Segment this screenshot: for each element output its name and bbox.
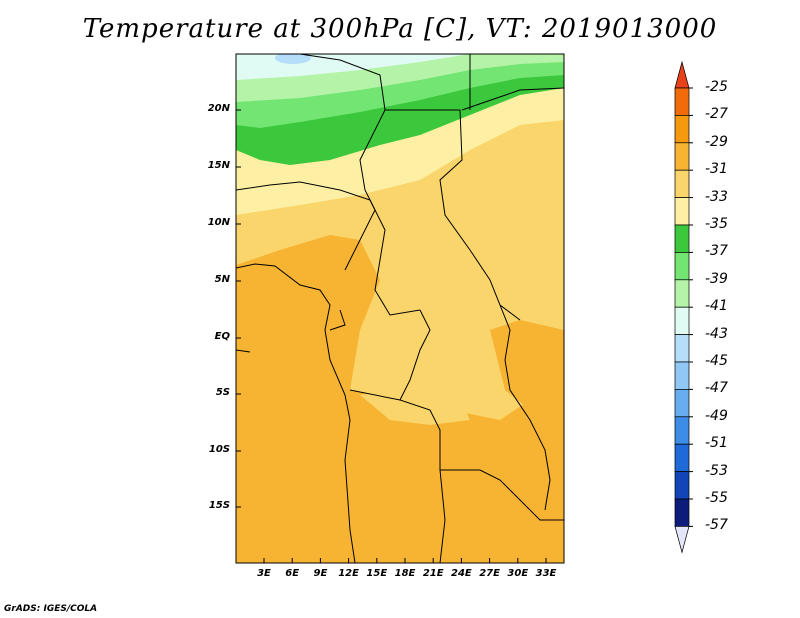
colorbar-label: -49 (705, 407, 728, 424)
colorbar-label: -53 (705, 462, 728, 479)
temperature-field (236, 54, 564, 563)
colorbar-segment (674, 389, 690, 418)
colorbar-segment (674, 498, 690, 527)
grads-credit: GrADS: IGES/COLA (4, 604, 98, 614)
lon-label: 27E (479, 568, 500, 579)
colorbar-label: -37 (705, 243, 728, 260)
colorbar-segment (674, 306, 690, 335)
colorbar-label: -57 (705, 517, 728, 534)
colorbar-segment (674, 252, 690, 281)
region-39 (236, 54, 564, 102)
lon-label: 12E (338, 568, 359, 579)
lat-label: 5S (215, 387, 230, 398)
lon-label: 3E (257, 568, 271, 579)
lat-label: 5N (214, 274, 230, 285)
region-43 (275, 54, 311, 64)
colorbar-label: -27 (705, 106, 728, 123)
lat-label: 15N (207, 160, 230, 171)
lon-label: 30E (507, 568, 529, 579)
colorbar-segment (674, 224, 690, 253)
lat-label: 10N (207, 217, 230, 228)
region-35 (236, 70, 564, 165)
lon-label: 9E (313, 568, 328, 579)
colorbar-segment (674, 443, 690, 472)
colorbar-segment (674, 142, 690, 171)
colorbar-bottom-arrow (674, 526, 690, 554)
region-29-west (236, 235, 564, 563)
region-33-north (236, 80, 564, 215)
colorbar-segment (674, 197, 690, 226)
colorbar-segment (674, 279, 690, 308)
lon-label: 15E (366, 568, 388, 579)
colorbar-segment (674, 361, 690, 390)
country-borders (236, 54, 564, 563)
lon-label: 33E (535, 568, 557, 579)
chart-title: Temperature at 300hPa [C], VT: 201901300… (82, 14, 718, 44)
lat-label: EQ (214, 331, 230, 342)
colorbar-segment (674, 115, 690, 144)
colorbar-label: -55 (705, 490, 728, 506)
lon-label: 6E (285, 568, 300, 579)
lat-label: 20N (207, 103, 230, 114)
colorbar-label: -51 (705, 435, 728, 452)
map-frame (235, 53, 565, 564)
colorbar-label: -35 (705, 216, 728, 232)
region-37 (236, 58, 564, 128)
colorbar-label: -39 (705, 270, 728, 287)
lon-label: 18E (394, 568, 416, 579)
colorbar-segment (674, 169, 690, 198)
colorbar-segment (674, 87, 690, 116)
lat-label: 15S (208, 500, 230, 511)
lat-label: 10S (208, 444, 230, 455)
colorbar-label: -41 (705, 298, 728, 315)
colorbar-label: -33 (705, 188, 728, 205)
colorbar-segment (674, 334, 690, 363)
colorbar-label: -47 (705, 380, 728, 397)
colorbar-label: -25 (705, 79, 728, 95)
lon-label: 24E (451, 568, 472, 579)
colorbar-segment (674, 416, 690, 445)
colorbar-top-arrow (674, 60, 690, 89)
lon-label: 21E (422, 568, 444, 579)
colorbar-segment (674, 471, 690, 500)
colorbar-label: -29 (705, 133, 728, 150)
colorbar-label: -31 (705, 161, 728, 178)
colorbar-label: -43 (705, 325, 728, 342)
colorbar (674, 60, 693, 554)
region-29-east (490, 320, 564, 420)
colorbar-label: -45 (705, 353, 728, 369)
